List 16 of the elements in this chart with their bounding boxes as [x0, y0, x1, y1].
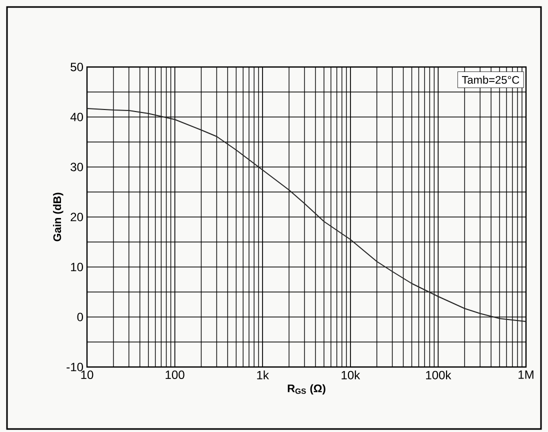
x-tick-label: 100	[166, 370, 184, 380]
y-tick-label: 40	[70, 112, 84, 122]
y-axis-title: Gain (dB)	[53, 192, 64, 242]
y-tick-label: 10	[71, 262, 84, 272]
x-tick-label: 1k	[257, 370, 269, 380]
y-tick-label: 20	[70, 212, 84, 222]
y-tick-label: 0	[77, 312, 84, 322]
x-tick-label: 1M	[518, 370, 534, 379]
annotation: Tamb=25°C	[462, 76, 520, 84]
y-tick-label: 50	[70, 62, 84, 72]
x-tick-label: 10	[81, 370, 94, 380]
x-tick-label: 10k	[342, 370, 360, 380]
y-tick-label: -10	[66, 362, 84, 372]
y-tick-label: 30	[70, 162, 84, 172]
x-axis-title: R$_{GS}$ (Ω)	[288, 384, 326, 394]
x-tick-label: 100k	[426, 370, 452, 380]
